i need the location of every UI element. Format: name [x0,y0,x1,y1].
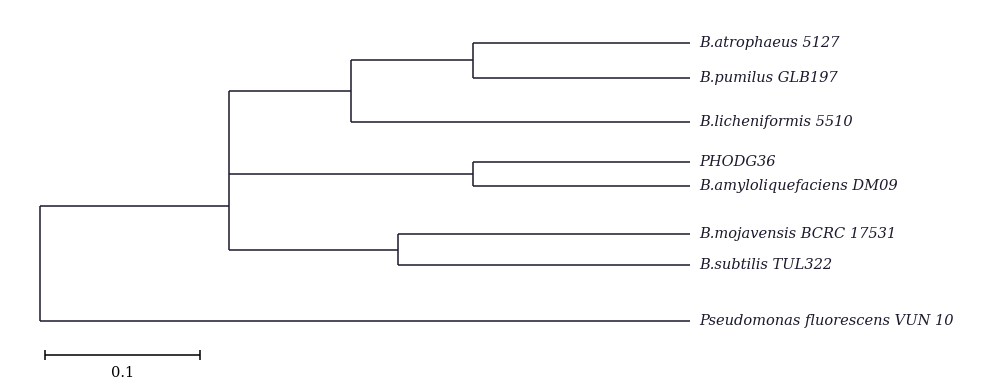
Text: B.licheniformis 5510: B.licheniformis 5510 [699,115,853,129]
Text: B.pumilus GLB197: B.pumilus GLB197 [699,71,838,86]
Text: 0.1: 0.1 [111,366,134,380]
Text: B.atrophaeus 5127: B.atrophaeus 5127 [699,36,840,50]
Text: B.mojavensis BCRC 17531: B.mojavensis BCRC 17531 [699,227,897,241]
Text: PHODG36: PHODG36 [699,155,776,169]
Text: Pseudomonas fluorescens VUN 10: Pseudomonas fluorescens VUN 10 [699,314,954,328]
Text: B.amyloliquefaciens DM09: B.amyloliquefaciens DM09 [699,179,898,193]
Text: B.subtilis TUL322: B.subtilis TUL322 [699,259,833,272]
